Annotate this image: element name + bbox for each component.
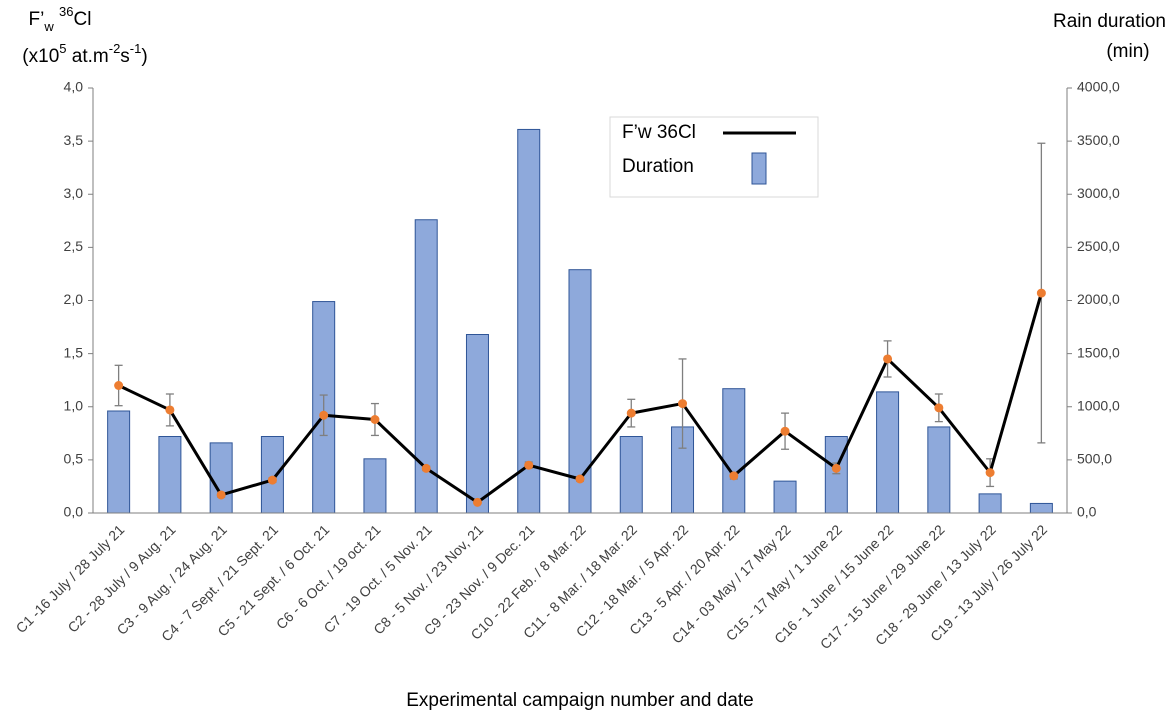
y2-tick-label: 500,0 <box>1077 451 1112 467</box>
bar <box>824 436 848 514</box>
bar <box>978 493 1002 514</box>
y-tick-label: 3,5 <box>64 132 84 148</box>
bar <box>773 480 797 514</box>
y-axis-title: F’w 36Cl <box>29 4 92 34</box>
legend-label: F’w 36Cl <box>622 122 696 143</box>
point <box>780 426 790 436</box>
y-title-part: -2 <box>109 41 121 56</box>
y-tick-label: 1,5 <box>64 344 84 360</box>
y-title-part: (x10 <box>22 46 59 67</box>
point <box>831 463 841 473</box>
bar <box>876 391 900 514</box>
y2-tick-label: 2500,0 <box>1077 238 1120 254</box>
bar <box>465 334 489 514</box>
x-axis-title: Experimental campaign number and date <box>406 690 753 711</box>
y2-tick-label: 3000,0 <box>1077 185 1120 201</box>
y2-tick-label: 2000,0 <box>1077 291 1120 307</box>
y2-axis-title: Rain duration <box>1053 11 1166 32</box>
bar <box>1029 502 1053 514</box>
point <box>729 471 739 481</box>
y-tick-label: 1,0 <box>64 397 84 413</box>
y2-tick-label: 1500,0 <box>1077 344 1120 360</box>
point <box>883 354 893 364</box>
y-title-part: s <box>120 46 130 67</box>
y2-tick-label: 1000,0 <box>1077 397 1120 413</box>
y-title-part: -1 <box>130 41 142 56</box>
point <box>472 497 482 507</box>
point <box>934 403 944 413</box>
point <box>678 399 688 409</box>
y-title-part: F’ <box>29 9 45 30</box>
bar <box>158 436 182 514</box>
y-tick-label: 0,5 <box>64 451 84 467</box>
bar <box>927 426 951 514</box>
point <box>165 405 175 415</box>
point <box>114 381 124 390</box>
y-title-part: w <box>43 19 54 34</box>
y-title-part: 36 <box>59 4 73 19</box>
bar <box>619 436 643 514</box>
y2-tick-label: 0,0 <box>1077 504 1097 520</box>
point <box>319 410 329 420</box>
point <box>1036 288 1046 298</box>
point <box>216 490 226 500</box>
bar <box>363 458 387 514</box>
y-tick-label: 2,0 <box>64 291 84 307</box>
y2-tick-label: 4000,0 <box>1077 79 1120 95</box>
bar <box>517 128 541 514</box>
point <box>421 463 431 473</box>
legend-label: Duration <box>622 156 694 177</box>
y-tick-label: 0,0 <box>64 504 84 520</box>
y-title-part: 5 <box>59 41 66 56</box>
point <box>985 468 995 478</box>
y-title-part: Cl <box>74 9 92 30</box>
y-tick-label: 3,0 <box>64 185 84 201</box>
point <box>575 474 585 484</box>
y2-axis-title: (min) <box>1106 41 1149 62</box>
bar <box>107 410 131 514</box>
y-tick-label: 2,5 <box>64 238 84 254</box>
y-title-part: at.m <box>67 46 109 67</box>
y-tick-label: 4,0 <box>64 79 84 95</box>
bar <box>260 436 284 514</box>
point <box>626 408 636 418</box>
point <box>370 415 380 424</box>
y-axis-title: (x105 at.m-2s-1) <box>22 41 147 67</box>
legend-box <box>609 116 819 198</box>
point <box>267 475 277 485</box>
bar <box>209 442 233 514</box>
point <box>524 460 534 470</box>
y-title-part: ) <box>141 46 147 67</box>
y2-tick-label: 3500,0 <box>1077 132 1120 148</box>
legend-bar <box>751 152 767 185</box>
bar <box>722 388 746 514</box>
